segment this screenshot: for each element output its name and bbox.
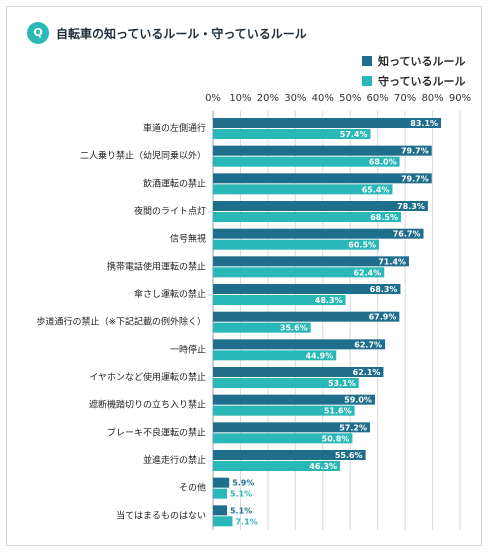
value-label-known: 62.1%	[353, 368, 381, 377]
value-label-known: 67.9%	[369, 313, 397, 322]
bar-followed	[213, 461, 341, 471]
value-label-followed: 44.9%	[305, 351, 333, 360]
category-label: 歩道通行の禁止（※下記記載の例外除く）	[36, 316, 206, 328]
value-label-known: 5.1%	[230, 506, 252, 515]
value-label-followed: 65.4%	[362, 185, 390, 194]
value-label-followed: 68.0%	[369, 158, 397, 167]
value-label-followed: 35.6%	[280, 324, 308, 333]
bar-followed	[213, 433, 353, 444]
value-label-known: 55.6%	[335, 451, 363, 460]
category-label: イヤホンなど使用運転の禁止	[89, 371, 206, 383]
bar-followed	[213, 405, 355, 416]
bar-known	[213, 450, 366, 460]
category-label: 携帯電話使用運転の禁止	[107, 260, 206, 272]
bar-known	[213, 201, 428, 211]
category-label: 並進走行の禁止	[143, 454, 206, 466]
value-label-known: 59.0%	[344, 396, 372, 405]
x-tick-label: 50%	[339, 93, 361, 104]
category-label: 二人乗り禁止（幼児同乗以外）	[80, 150, 206, 162]
value-label-known: 76.7%	[393, 230, 421, 239]
bar-known	[213, 394, 375, 405]
x-tick-label: 80%	[421, 93, 443, 104]
bar-followed	[213, 129, 371, 139]
category-label: 一時停止	[170, 343, 206, 355]
category-label: 車道の左側通行	[143, 122, 206, 134]
bar-followed	[213, 295, 346, 305]
bar-known	[213, 367, 384, 377]
bar-followed	[213, 378, 359, 388]
legend-label-followed: 守っているルール	[378, 75, 466, 88]
bar-followed	[213, 267, 385, 278]
value-label-known: 83.1%	[410, 119, 438, 128]
value-label-known: 62.7%	[354, 340, 382, 349]
bar-known	[213, 311, 400, 322]
x-tick-label: 30%	[284, 93, 306, 104]
bar-followed	[213, 322, 311, 333]
value-label-followed: 60.5%	[348, 241, 376, 250]
x-tick-label: 40%	[312, 93, 334, 104]
x-tick-label: 10%	[229, 93, 251, 104]
value-label-known: 57.2%	[339, 423, 367, 432]
legend-swatch-known	[362, 56, 372, 66]
bar-known	[213, 284, 401, 294]
bar-known	[213, 422, 370, 433]
bar-known	[213, 256, 409, 267]
x-tick-label: 90%	[449, 93, 471, 104]
value-label-followed: 68.5%	[370, 213, 398, 222]
category-label: 信号無視	[170, 233, 206, 245]
x-tick-label: 70%	[394, 93, 416, 104]
value-label-followed: 62.4%	[353, 268, 381, 277]
value-label-known: 71.4%	[378, 257, 406, 266]
category-label: その他	[179, 482, 206, 494]
bar-known	[213, 477, 230, 488]
category-label: 夜間のライト点灯	[134, 205, 206, 217]
value-label-followed: 51.6%	[324, 407, 352, 416]
bar-known	[213, 339, 386, 350]
category-label: ブレーキ不良運転の禁止	[107, 426, 206, 438]
value-label-followed: 50.8%	[322, 434, 350, 443]
bar-followed	[213, 239, 380, 250]
bar-followed	[213, 212, 401, 222]
bar-known	[213, 118, 442, 128]
value-label-known: 78.3%	[397, 202, 425, 211]
legend-item-followed: 守っているルール	[362, 72, 465, 90]
bar-known	[213, 173, 432, 184]
value-label-known: 68.3%	[370, 285, 398, 294]
category-label: 飲酒運転の禁止	[143, 177, 206, 189]
value-label-known: 79.7%	[401, 147, 429, 156]
bar-followed	[213, 516, 233, 527]
value-label-known: 79.7%	[401, 174, 429, 183]
value-label-followed: 57.4%	[340, 130, 368, 139]
x-tick-label: 20%	[257, 93, 279, 104]
x-tick-label: 0%	[205, 93, 221, 104]
bar-followed	[213, 350, 337, 361]
bar-followed	[213, 184, 393, 195]
legend: 知っているルール 守っているルール	[362, 52, 465, 92]
bar-followed	[213, 488, 227, 499]
value-label-followed: 48.3%	[315, 296, 343, 305]
category-label: 傘さし運転の禁止	[134, 288, 206, 300]
bar-known	[213, 145, 432, 156]
value-label-known: 5.9%	[232, 479, 254, 488]
bar-known	[213, 505, 227, 516]
chart-title: 自転車の知っているルール・守っているルール	[56, 27, 307, 41]
value-label-followed: 46.3%	[309, 462, 337, 471]
value-label-followed: 7.1%	[235, 517, 257, 526]
category-label: 遮断機踏切りの立ち入り禁止	[89, 399, 206, 411]
legend-swatch-followed	[362, 76, 372, 86]
bar-followed	[213, 156, 400, 167]
legend-label-known: 知っているルール	[378, 55, 466, 68]
question-badge: Q	[27, 22, 49, 44]
value-label-followed: 5.1%	[230, 490, 252, 499]
bar-known	[213, 228, 424, 239]
legend-item-known: 知っているルール	[362, 52, 465, 70]
value-label-followed: 53.1%	[328, 379, 356, 388]
x-tick-label: 60%	[367, 93, 389, 104]
category-label: 当てはまるものはない	[116, 509, 206, 521]
